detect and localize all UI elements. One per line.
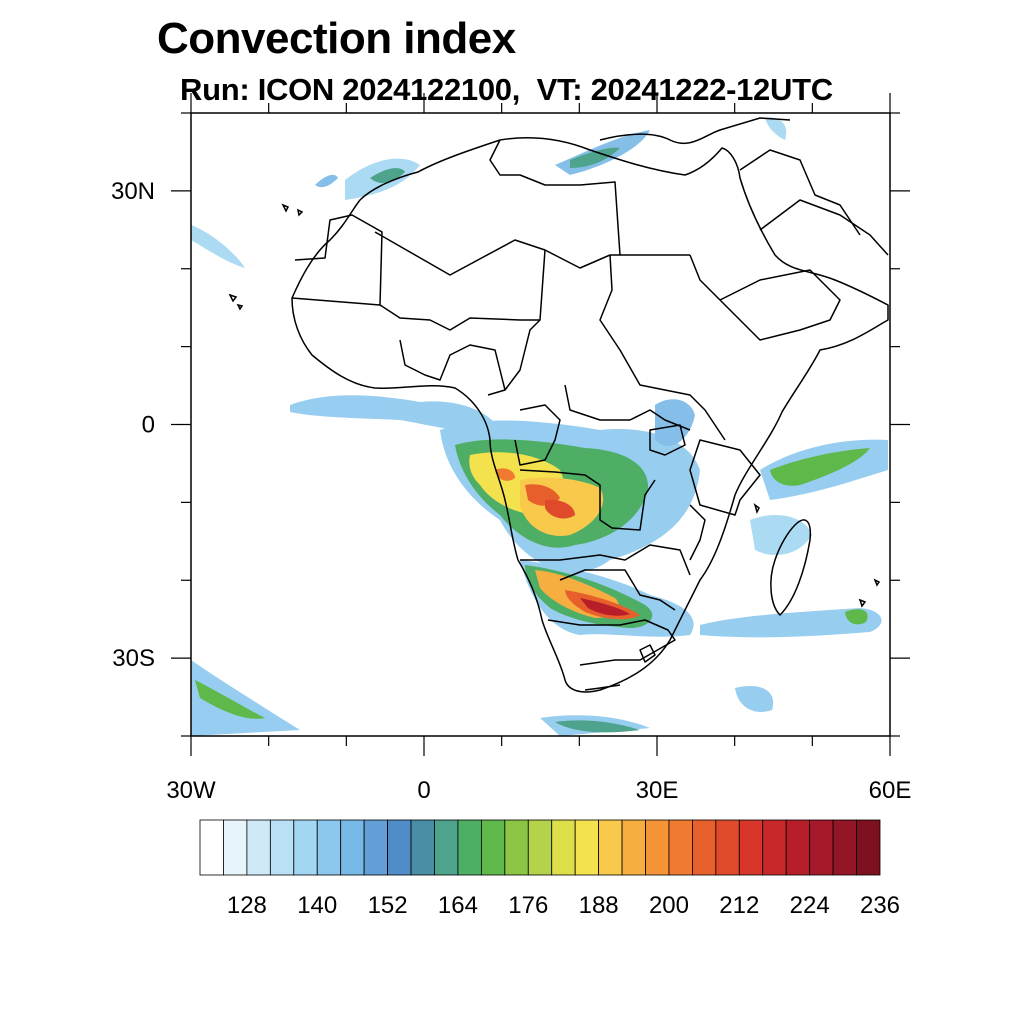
colorbar-swatch	[457, 819, 482, 876]
colorbar-label: 224	[790, 892, 830, 919]
colorbar-swatch	[598, 819, 623, 876]
colorbar-label: 128	[227, 892, 267, 919]
colorbar-swatch	[551, 819, 576, 876]
colorbar-swatch	[434, 819, 459, 876]
colorbar-label: 152	[368, 892, 408, 919]
lat-tick-label: 0	[142, 412, 155, 439]
colorbar-label: 140	[297, 892, 337, 919]
colorbar-swatch	[480, 819, 506, 876]
colorbar-label: 188	[579, 892, 619, 919]
lon-tick-label: 30E	[636, 777, 679, 804]
colorbar-swatch	[199, 819, 224, 876]
colorbar-swatch	[504, 819, 529, 876]
colorbar-swatch	[785, 819, 811, 876]
colorbar-swatch	[387, 819, 412, 876]
colorbar-label: 212	[719, 892, 759, 919]
lat-tick-label: 30S	[112, 645, 155, 672]
colorbar-swatch	[363, 819, 388, 876]
colorbar-swatch	[809, 819, 834, 876]
colorbar-label: 176	[508, 892, 548, 919]
colorbar-swatch	[269, 819, 295, 876]
lat-tick-label: 30N	[111, 178, 155, 205]
map-subtitle: Run: ICON 2024122100, VT: 20241222-12UTC	[180, 72, 833, 107]
colorbar-swatch	[340, 819, 365, 876]
lon-tick-label: 30W	[166, 777, 216, 804]
colorbar-swatch	[762, 819, 787, 876]
colorbar-swatch	[668, 819, 693, 876]
colorbar-swatch	[293, 819, 318, 876]
colorbar-label: 164	[438, 892, 478, 919]
colorbar-swatch	[316, 819, 342, 876]
lon-tick-label: 0	[417, 777, 430, 804]
colorbar-swatch	[527, 819, 553, 876]
convection-field-high	[469, 452, 640, 620]
colorbar-swatch	[574, 819, 600, 876]
lon-tick-label: 60E	[869, 777, 912, 804]
colorbar-swatch	[223, 819, 248, 876]
colorbar-label: 200	[649, 892, 689, 919]
colorbar-label: 236	[860, 892, 900, 919]
colorbar-swatch	[856, 819, 881, 876]
islands	[228, 203, 881, 608]
colorbar-swatch	[692, 819, 717, 876]
axis-ticks: 30N 0 30S 30W 0 30E 60E	[111, 93, 911, 804]
colorbar-swatch	[246, 819, 271, 876]
colorbar-swatch	[621, 819, 646, 876]
colorbar: 128 140 152 164 176 188 200 212 224 236	[199, 819, 900, 919]
colorbar-swatch	[410, 819, 435, 876]
colorbar-swatch	[715, 819, 740, 876]
colorbar-swatch	[832, 819, 857, 876]
map-title: Convection index	[157, 14, 516, 63]
colorbar-swatch	[645, 819, 670, 876]
coastlines-and-borders	[291, 117, 889, 693]
colorbar-swatch	[738, 819, 764, 876]
